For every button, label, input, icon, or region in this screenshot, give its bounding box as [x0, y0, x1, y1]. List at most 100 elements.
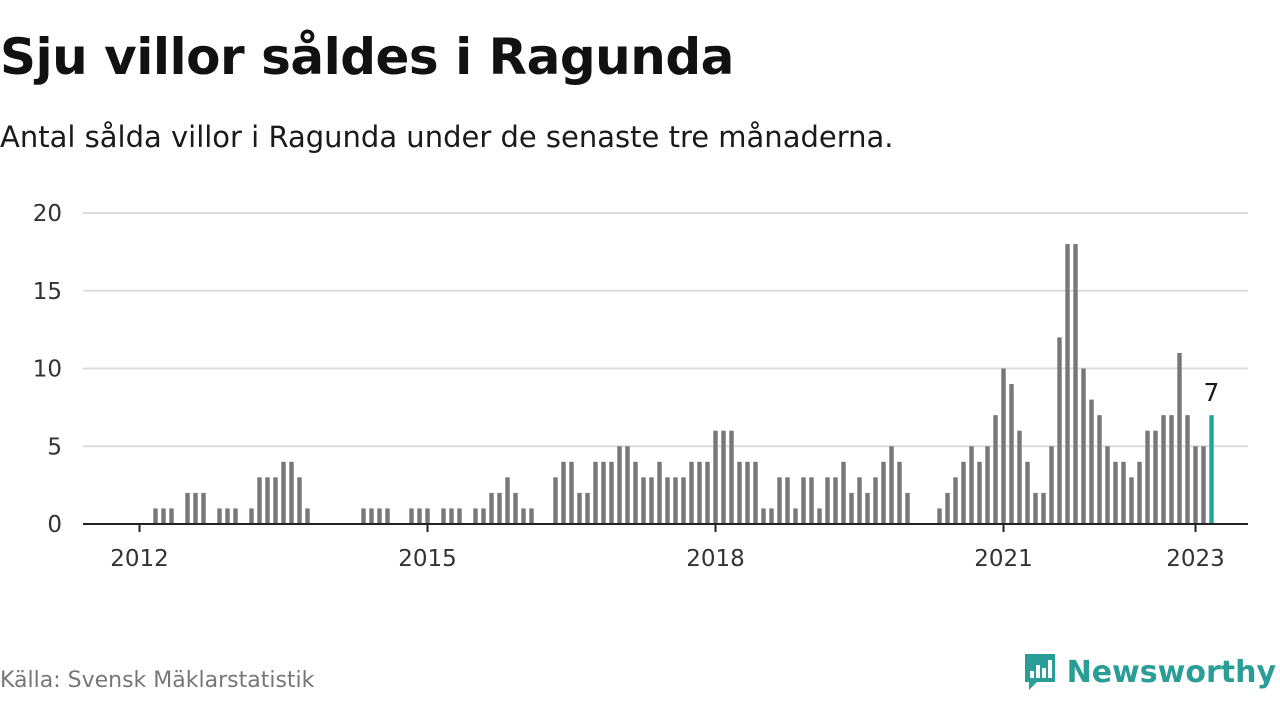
- bar: [1161, 415, 1166, 524]
- bar: [1129, 477, 1134, 524]
- bar: [169, 508, 174, 524]
- bar: [633, 461, 638, 524]
- bar: [1153, 430, 1158, 524]
- y-tick-label: 0: [47, 512, 62, 538]
- bar: [1081, 368, 1086, 524]
- bar: [249, 508, 254, 524]
- bar: [569, 461, 574, 524]
- y-tick-label: 10: [33, 357, 62, 383]
- bar: [257, 477, 262, 524]
- annotations: 7: [1204, 378, 1220, 407]
- bar: [993, 415, 998, 524]
- bar: [1185, 415, 1190, 524]
- bar: [857, 477, 862, 524]
- bar: [529, 508, 534, 524]
- bar: [513, 492, 518, 524]
- bar: [665, 477, 670, 524]
- bar: [1105, 446, 1110, 524]
- x-tick-label: 2018: [686, 546, 745, 572]
- x-tick-label: 2012: [110, 546, 169, 572]
- bar: [649, 477, 654, 524]
- bar: [985, 446, 990, 524]
- bar: [905, 492, 910, 524]
- bar: [753, 461, 758, 524]
- bar: [961, 461, 966, 524]
- bar: [553, 477, 558, 524]
- bar: [409, 508, 414, 524]
- bar: [425, 508, 430, 524]
- bar: [561, 461, 566, 524]
- bar: [153, 508, 158, 524]
- bar: [769, 508, 774, 524]
- bar: [385, 508, 390, 524]
- bar: [193, 492, 198, 524]
- brand-name: Newsworthy: [1066, 654, 1276, 690]
- bar: [1121, 461, 1126, 524]
- bar: [185, 492, 190, 524]
- bar: [713, 430, 718, 524]
- grid-lines: [83, 212, 1248, 448]
- bar: [369, 508, 374, 524]
- bar: [473, 508, 478, 524]
- bar: [609, 461, 614, 524]
- bar: [1089, 399, 1094, 524]
- bar: [161, 508, 166, 524]
- bar: [1025, 461, 1030, 524]
- bar: [1113, 461, 1118, 524]
- bar: [969, 446, 974, 524]
- brand-logo[interactable]: Newsworthy: [1023, 652, 1276, 692]
- x-tick-label: 2023: [1166, 546, 1225, 572]
- bar: [953, 477, 958, 524]
- bar: [233, 508, 238, 524]
- bar: [793, 508, 798, 524]
- bar: [1049, 446, 1054, 524]
- bar: [817, 508, 822, 524]
- bar: [729, 430, 734, 524]
- bar-highlight: [1209, 415, 1214, 524]
- bar: [225, 508, 230, 524]
- bar: [697, 461, 702, 524]
- bar: [1137, 461, 1142, 524]
- y-tick-label: 20: [33, 201, 62, 227]
- bar: [625, 446, 630, 524]
- bar: [1169, 415, 1174, 524]
- bar: [289, 461, 294, 524]
- bars: [153, 244, 1214, 524]
- bar: [481, 508, 486, 524]
- bar: [281, 461, 286, 524]
- bar: [441, 508, 446, 524]
- bar: [273, 477, 278, 524]
- x-axis: 2012 2015 2018 2021 2023: [83, 523, 1248, 572]
- bar: [761, 508, 766, 524]
- bar: [1009, 384, 1014, 524]
- bar: [361, 508, 366, 524]
- bar: [305, 508, 310, 524]
- bar: [673, 477, 678, 524]
- bar: [1065, 244, 1070, 524]
- bar: [657, 461, 662, 524]
- bar: [785, 477, 790, 524]
- bar: [1001, 368, 1006, 524]
- bar: [777, 477, 782, 524]
- bar: [521, 508, 526, 524]
- bar: [593, 461, 598, 524]
- bar: [1017, 430, 1022, 524]
- bar: [377, 508, 382, 524]
- bar: [217, 508, 222, 524]
- bar: [505, 477, 510, 524]
- bar: [1145, 430, 1150, 524]
- bar: [809, 477, 814, 524]
- bar: [865, 492, 870, 524]
- source-credit: Källa: Svensk Mäklarstatistik: [0, 668, 315, 693]
- bar: [1177, 352, 1182, 524]
- bar: [977, 461, 982, 524]
- bar: [745, 461, 750, 524]
- bar: [833, 477, 838, 524]
- bar: [265, 477, 270, 524]
- data-label: 7: [1204, 378, 1220, 407]
- bar: [897, 461, 902, 524]
- bar: [945, 492, 950, 524]
- bar: [601, 461, 606, 524]
- y-tick-label: 15: [33, 279, 62, 305]
- bar: [641, 477, 646, 524]
